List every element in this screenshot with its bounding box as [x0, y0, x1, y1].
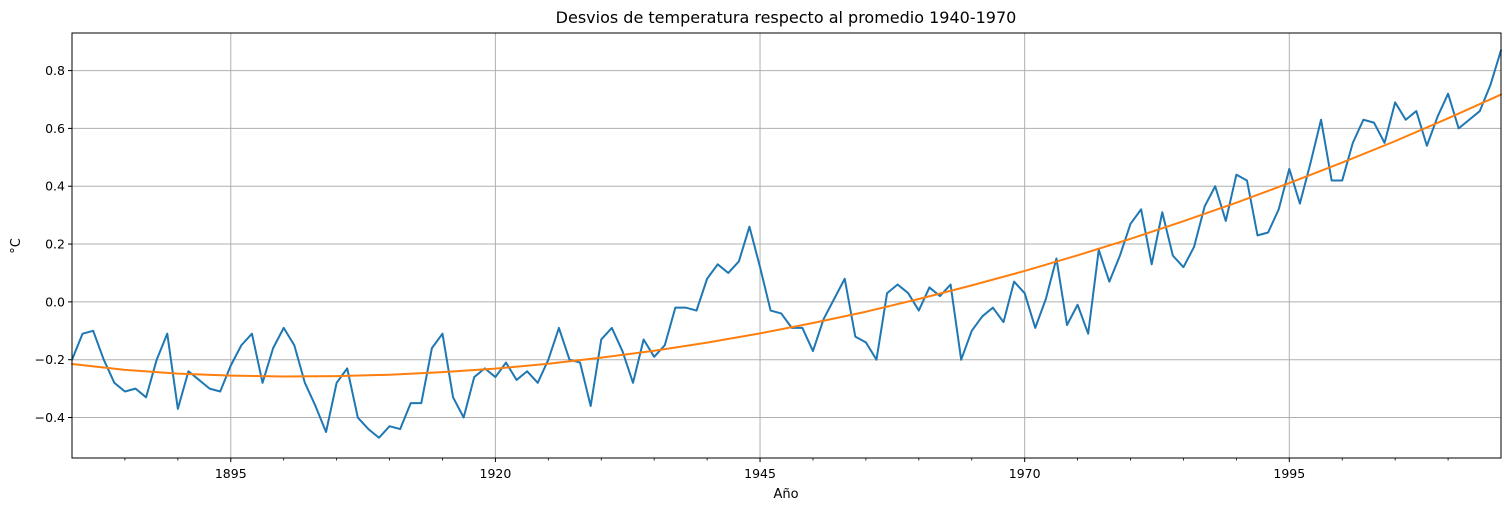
y-tick-label: −0.4 — [35, 410, 65, 425]
y-tick-label: −0.2 — [35, 352, 65, 367]
series-line-trend — [71, 93, 1502, 378]
series-layer — [71, 49, 1502, 439]
x-tick-label: 1895 — [215, 466, 247, 481]
chart-title: Desvios de temperatura respecto al prome… — [556, 8, 1017, 27]
series-line-anomaly — [71, 49, 1502, 439]
x-axis-label: Año — [773, 487, 798, 502]
y-tick-label: 0.4 — [45, 179, 65, 194]
y-tick-label: 0.0 — [45, 294, 65, 309]
x-tick-label: 1995 — [1273, 466, 1305, 481]
x-tick-label: 1970 — [1009, 466, 1041, 481]
y-tick-label: 0.2 — [45, 237, 65, 252]
y-tick-label: 0.8 — [45, 63, 65, 78]
ticks-layer: −0.4 −0.2 0.0 0.2 0.4 0.6 0.8 1895 1920 1945 1970 1… — [35, 63, 1449, 481]
x-tick-label: 1945 — [744, 466, 776, 481]
x-tick-label: 1920 — [480, 466, 512, 481]
y-axis-label: °C — [9, 238, 24, 254]
grid-layer — [72, 33, 1501, 458]
y-tick-label: 0.6 — [45, 121, 65, 136]
plot-frame — [71, 32, 1502, 459]
